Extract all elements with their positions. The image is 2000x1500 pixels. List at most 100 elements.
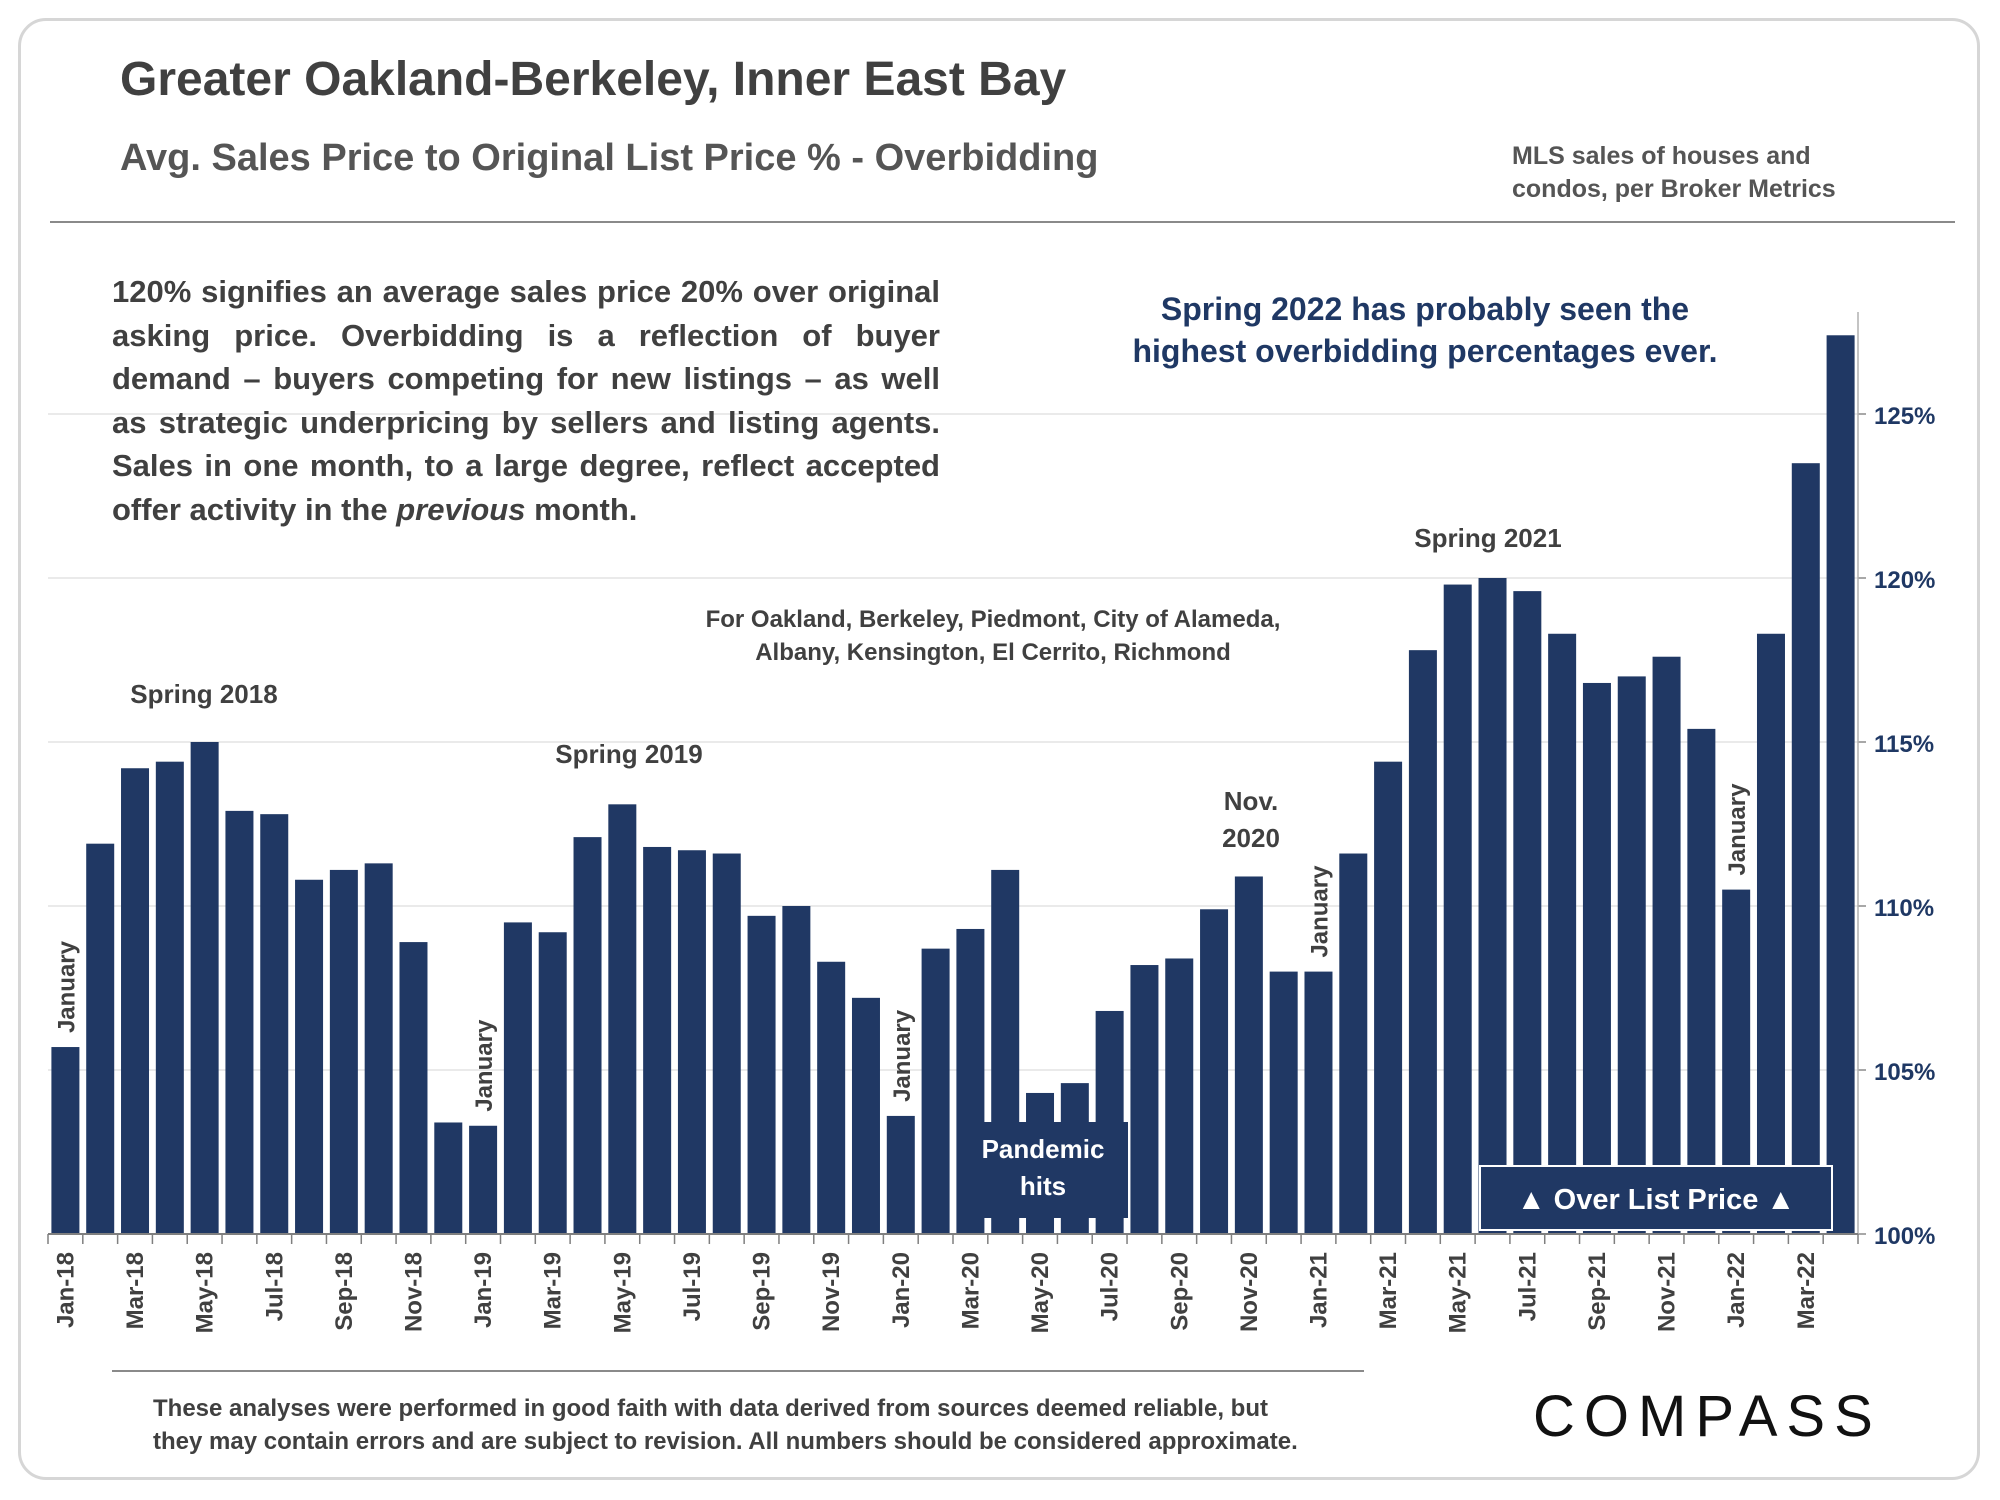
description-text-part: offer activity in the: [112, 491, 397, 527]
pandemic-box: [958, 1122, 1128, 1218]
x-tick-label: Sep-19: [749, 1252, 776, 1331]
bar: [643, 846, 672, 1234]
description-line: as strategic underpricing by sellers and…: [112, 404, 940, 440]
annotation-nov-2020: 2020: [1222, 823, 1280, 853]
bar: [573, 837, 602, 1234]
x-tick-label: Nov-20: [1236, 1252, 1263, 1332]
x-tick-label: Jan-22: [1723, 1252, 1750, 1328]
bar: [51, 1047, 80, 1234]
y-tick-label: 100%: [1874, 1223, 1935, 1250]
bar: [1304, 971, 1333, 1234]
january-label: January: [889, 1009, 916, 1102]
x-tick-label: Mar-22: [1793, 1252, 1820, 1329]
annotation-cities: For Oakland, Berkeley, Piedmont, City of…: [706, 606, 1281, 633]
bar: [712, 853, 741, 1234]
y-tick-label: 120%: [1874, 567, 1935, 594]
bar: [538, 932, 567, 1234]
bar: [677, 850, 706, 1234]
x-tick-label: Sep-20: [1166, 1252, 1193, 1331]
page-title: Greater Oakland-Berkeley, Inner East Bay: [120, 53, 1067, 106]
x-tick-label: Jan-18: [52, 1252, 79, 1328]
bar: [1582, 682, 1611, 1234]
bar: [817, 961, 846, 1234]
x-tick-label: Jul-18: [261, 1252, 288, 1321]
annotation-spring-2018: Spring 2018: [130, 679, 277, 709]
bar: [295, 879, 324, 1234]
disclaimer-line: These analyses were performed in good fa…: [153, 1395, 1268, 1422]
logo-text: COMPASS: [1533, 1384, 1882, 1449]
bar: [1234, 876, 1263, 1234]
description-line: 120% signifies an average sales price 20…: [112, 274, 940, 309]
y-tick-label: 115%: [1874, 731, 1934, 758]
bar: [364, 863, 393, 1234]
bar: [921, 948, 950, 1234]
annotation-spring-2021: Spring 2021: [1414, 523, 1561, 553]
bar: [1548, 633, 1577, 1234]
bar: [851, 997, 880, 1234]
january-label: January: [1306, 865, 1333, 958]
bar: [1130, 965, 1159, 1234]
over-list-price-label: ▲ Over List Price ▲: [1517, 1184, 1795, 1216]
x-tick-label: Sep-21: [1584, 1252, 1611, 1331]
bar: [1826, 335, 1855, 1234]
bar: [1200, 909, 1229, 1234]
x-tick-label: Nov-21: [1654, 1252, 1681, 1332]
bar: [86, 843, 115, 1234]
x-tick-label: Jul-19: [679, 1252, 706, 1321]
x-tick-label: Nov-19: [818, 1252, 845, 1332]
y-tick-label: 110%: [1874, 895, 1934, 922]
description-emphasis: previous: [396, 491, 526, 527]
bar: [1408, 650, 1437, 1234]
bar: [1443, 584, 1472, 1234]
callout-text: Spring 2022 has probably seen the highes…: [1110, 288, 1740, 372]
january-label: January: [53, 940, 80, 1033]
bar: [469, 1125, 498, 1234]
x-tick-label: Jan-21: [1305, 1252, 1332, 1328]
compass-logo: COMPASS: [1533, 1384, 1882, 1449]
over-list-price-box: [1479, 1165, 1833, 1231]
chart-subtitle: Avg. Sales Price to Original List Price …: [120, 137, 1099, 179]
annotation-spring-2019: Spring 2019: [555, 739, 702, 769]
description-line: asking price. Overbidding is a reflectio…: [112, 317, 940, 353]
bar: [1791, 463, 1820, 1234]
bar: [155, 761, 184, 1234]
bar: [886, 1115, 915, 1234]
description-text-part: month.: [525, 491, 638, 527]
bar: [260, 814, 289, 1234]
x-tick-label: Sep-18: [331, 1252, 358, 1331]
x-tick-label: May-19: [609, 1252, 636, 1333]
x-tick-label: Jan-19: [470, 1252, 497, 1328]
x-tick-label: May-18: [192, 1252, 219, 1333]
description-line: demand – buyers competing for new listin…: [112, 361, 940, 396]
annotation-cities: Albany, Kensington, El Cerrito, Richmond: [755, 639, 1231, 666]
bar: [1478, 578, 1507, 1234]
x-tick-label: Jul-21: [1514, 1252, 1541, 1321]
bar: [1652, 656, 1681, 1234]
bar: [225, 810, 254, 1234]
bar: [1513, 591, 1542, 1234]
bar: [399, 942, 428, 1234]
bar: [121, 768, 150, 1234]
bar: [747, 915, 776, 1234]
header-divider: [50, 221, 1955, 223]
x-tick-label: Jul-20: [1097, 1252, 1124, 1321]
x-tick-label: Nov-18: [400, 1252, 427, 1332]
pandemic-label: hits: [1020, 1171, 1066, 1201]
callout-line: Spring 2022 has probably seen the: [1160, 291, 1690, 327]
y-tick-label: 105%: [1874, 1059, 1935, 1086]
bar: [1756, 633, 1785, 1234]
x-tick-label: Mar-20: [957, 1252, 984, 1329]
bar: [434, 1122, 463, 1234]
bar: [190, 742, 219, 1234]
description-line: Sales in one month, to a large degree, r…: [112, 448, 940, 483]
source-line: MLS sales of houses and: [1512, 142, 1811, 170]
annotation-nov-2020: Nov.: [1224, 786, 1278, 816]
source-line: condos, per Broker Metrics: [1512, 175, 1836, 203]
description-line-last: offer activity in the previous month.: [112, 488, 940, 532]
bar: [329, 869, 358, 1234]
x-tick-label: Mar-19: [540, 1252, 567, 1329]
y-tick-label: 125%: [1874, 403, 1935, 430]
bar: [1269, 971, 1298, 1234]
description-text: 120% signifies an average sales price 20…: [112, 270, 940, 531]
source-note: MLS sales of houses and condos, per Brok…: [1512, 140, 1836, 206]
